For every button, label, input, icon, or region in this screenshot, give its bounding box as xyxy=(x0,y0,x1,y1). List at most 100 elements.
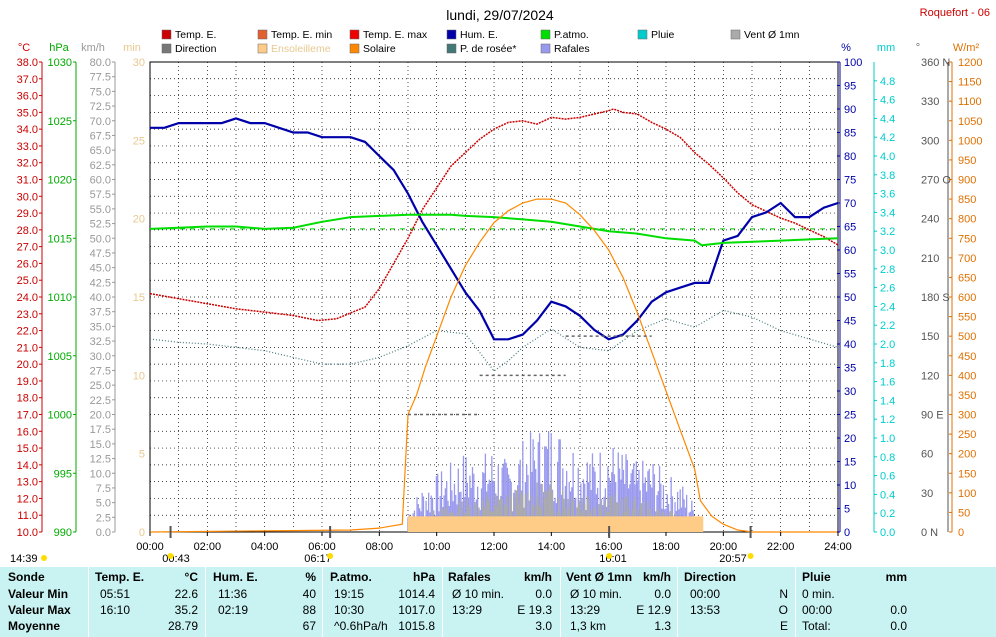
unit-temp: °C xyxy=(18,42,30,54)
time-tick: 20:00 xyxy=(710,541,738,553)
axis-units: °C hPa km/h min% mm ° W/m² xyxy=(18,42,980,54)
table-header-gust: Rafales xyxy=(448,570,491,584)
speed-tick: 52.5 xyxy=(90,219,111,231)
legend-swatch xyxy=(161,29,172,40)
hum-tick: 90 xyxy=(844,104,856,116)
hum-tick: 85 xyxy=(844,128,856,140)
temp-tick: 13.0 xyxy=(17,477,38,489)
temp-tick: 27.0 xyxy=(17,242,38,254)
dir-tick: 120 xyxy=(921,370,939,382)
table-divider xyxy=(677,567,678,637)
moonrise-label: 00:43 xyxy=(162,553,190,565)
legend-swatch xyxy=(730,29,741,40)
time-tick: 04:00 xyxy=(251,541,279,553)
speed-tick: 17.5 xyxy=(90,424,111,436)
solar-line xyxy=(149,198,838,533)
table-divider xyxy=(88,567,89,637)
dir-time: 00:00 xyxy=(690,587,721,601)
table-divider xyxy=(560,567,561,637)
unit-speed: km/h xyxy=(81,42,105,54)
legend-label: P.atmo. xyxy=(554,29,589,41)
temp-tick: 35.0 xyxy=(17,107,38,119)
hum-tick: 5 xyxy=(844,504,850,516)
unit-rain: mm xyxy=(877,42,895,54)
time-tick: 22:00 xyxy=(767,541,795,553)
press-tick: 1010 xyxy=(48,292,72,304)
dir-value: N xyxy=(779,587,788,601)
hum-tick: 70 xyxy=(844,198,856,210)
table-divider xyxy=(205,567,206,637)
speed-tick: 50.0 xyxy=(90,233,111,245)
rain-value xyxy=(867,587,907,603)
table-header-press: P.atmo. xyxy=(330,570,372,584)
temp-time: 16:10 xyxy=(100,603,131,617)
table-header-gust-unit: km/h xyxy=(523,570,552,584)
temp-tick: 25.0 xyxy=(17,275,38,287)
speed-tick: 45.0 xyxy=(90,263,111,275)
table-header-rain-unit: mm xyxy=(885,570,907,584)
rain-tick: 4.6 xyxy=(880,95,895,107)
hum-value: 40 xyxy=(302,587,316,601)
legend-swatch xyxy=(349,29,360,40)
rain-label: 00:00 xyxy=(802,603,833,617)
solar-tick: 700 xyxy=(958,253,976,265)
hum-time: 02:19 xyxy=(218,603,249,617)
solar_noon-label: 16:01 xyxy=(599,553,627,565)
min-tick: 25 xyxy=(133,135,145,147)
speed-tick: 47.5 xyxy=(90,248,111,260)
speed-tick: 35.0 xyxy=(90,321,111,333)
min-tick: 10 xyxy=(133,370,145,382)
solar-tick: 400 xyxy=(958,370,976,382)
press-tick: 1020 xyxy=(48,175,72,187)
time-tick: 24:00 xyxy=(824,541,852,553)
speed-tick: 55.0 xyxy=(90,204,111,216)
min-tick: 15 xyxy=(133,292,145,304)
dir-value: O xyxy=(778,603,788,617)
legend: Temp. E. Temp. E. min Temp. E. max Hum. E. P… xyxy=(161,29,800,55)
temp-tick: 31.0 xyxy=(17,175,38,187)
speed-tick: 62.5 xyxy=(90,160,111,172)
solar-tick: 500 xyxy=(958,331,976,343)
rain-tick: 0.8 xyxy=(880,452,895,464)
legend-label: Temp. E. xyxy=(175,29,216,41)
temp-value: 28.79 xyxy=(167,619,198,633)
temp-tick: 28.0 xyxy=(17,225,38,237)
gust-label: 13:29 xyxy=(452,603,483,617)
series-lines xyxy=(149,108,839,533)
hum-tick: 40 xyxy=(844,339,856,351)
press-tick: 1030 xyxy=(48,57,72,69)
wind-label: Ø 10 min. xyxy=(570,587,623,601)
speed-tick: 40.0 xyxy=(90,292,111,304)
table-header-wind-unit: km/h xyxy=(642,570,671,584)
temp-tick: 16.0 xyxy=(17,426,38,438)
solar-tick: 200 xyxy=(958,449,976,461)
temperature-line xyxy=(149,108,839,322)
solar-tick: 1100 xyxy=(958,96,982,108)
table-header-hum: Hum. E. xyxy=(213,570,258,584)
stats-table: Sonde Temp. E. °C Hum. E.% P.atmo. hPa Rafales… xyxy=(0,567,996,637)
rain-tick: 4.0 xyxy=(880,151,895,163)
press-time: 10:30 xyxy=(334,603,365,617)
solar-tick: 0 xyxy=(958,527,964,539)
row-label: Valeur Min xyxy=(8,587,69,601)
rain-tick: 3.0 xyxy=(880,245,895,257)
press-value: 1014.4 xyxy=(398,587,435,601)
plot-grid xyxy=(149,61,839,533)
hum-tick: 75 xyxy=(844,175,856,187)
legend-label: Temp. E. max xyxy=(363,29,428,41)
solar-tick: 450 xyxy=(958,351,976,363)
hum-tick: 15 xyxy=(844,457,856,469)
sunset-label: 20:57 xyxy=(719,553,747,565)
solar-tick: 1200 xyxy=(958,57,982,69)
hum-value: 88 xyxy=(302,603,316,617)
table-header-temp-unit: °C xyxy=(184,570,198,584)
gust-value: 0.0 xyxy=(535,587,552,601)
speed-tick: 0.0 xyxy=(96,527,111,539)
solar-tick: 1050 xyxy=(958,116,982,128)
temp-time: 05:51 xyxy=(100,587,131,601)
sunrise-icon xyxy=(327,553,334,559)
speed-tick: 60.0 xyxy=(90,175,111,187)
table-header-press-unit: hPa xyxy=(412,570,435,584)
legend-label: Solaire xyxy=(363,43,396,55)
corner-time: 14:39 xyxy=(10,553,38,565)
